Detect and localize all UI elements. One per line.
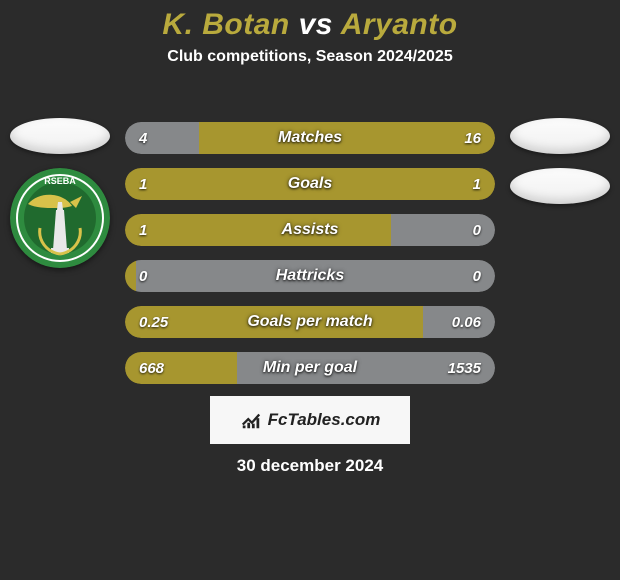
bar-left-fill <box>125 122 199 154</box>
stat-bar-row: Goals11 <box>125 168 495 200</box>
footer-brand-box: FcTables.com <box>210 396 410 444</box>
stat-bar-row: Matches416 <box>125 122 495 154</box>
vs-word-text: vs <box>299 8 333 41</box>
bar-right-fill <box>136 260 495 292</box>
stat-bar-row: Goals per match0.250.06 <box>125 306 495 338</box>
stat-bar-row: Hattricks00 <box>125 260 495 292</box>
footer-date: 30 december 2024 <box>0 456 620 476</box>
bar-left-fill <box>125 214 391 246</box>
stat-bar-row: Assists10 <box>125 214 495 246</box>
left-club-badge: RSEBA <box>10 168 110 268</box>
bar-left-fill <box>125 306 423 338</box>
badge-text-top: RSEBA <box>44 176 76 186</box>
comparison-subtitle: Club competitions, Season 2024/2025 <box>0 48 620 66</box>
right-player-column <box>510 118 610 204</box>
bar-right-fill <box>237 352 495 384</box>
stat-bars: Matches416 Goals11 Assists10 Hattricks00 Goa… <box>125 122 495 384</box>
chart-icon <box>240 409 262 431</box>
bar-left-fill <box>125 260 136 292</box>
player-left-name: K. Botan <box>162 8 289 41</box>
bar-right-fill <box>199 122 495 154</box>
footer-brand-text: FcTables.com <box>268 410 381 430</box>
bar-left-fill <box>125 352 237 384</box>
left-flag-oval <box>10 118 110 154</box>
bar-left-fill <box>125 168 310 200</box>
right-flag-oval-1 <box>510 118 610 154</box>
bar-right-fill <box>391 214 495 246</box>
comparison-title: K. Botan vs Aryanto <box>0 0 620 42</box>
player-right-name: Aryanto <box>341 8 458 41</box>
bar-right-fill <box>310 168 495 200</box>
left-player-column: RSEBA <box>10 118 110 268</box>
stat-bar-row: Min per goal6681535 <box>125 352 495 384</box>
right-flag-oval-2 <box>510 168 610 204</box>
bar-right-fill <box>423 306 495 338</box>
